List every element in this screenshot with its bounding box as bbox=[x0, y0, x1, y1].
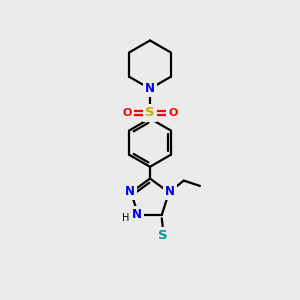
Text: N: N bbox=[132, 208, 142, 221]
Text: O: O bbox=[122, 108, 132, 118]
Text: S: S bbox=[158, 230, 168, 242]
Text: N: N bbox=[125, 185, 135, 198]
Text: N: N bbox=[165, 185, 175, 198]
Text: N: N bbox=[145, 82, 155, 95]
Text: S: S bbox=[145, 106, 155, 119]
Text: H: H bbox=[122, 213, 130, 223]
Text: O: O bbox=[168, 108, 178, 118]
